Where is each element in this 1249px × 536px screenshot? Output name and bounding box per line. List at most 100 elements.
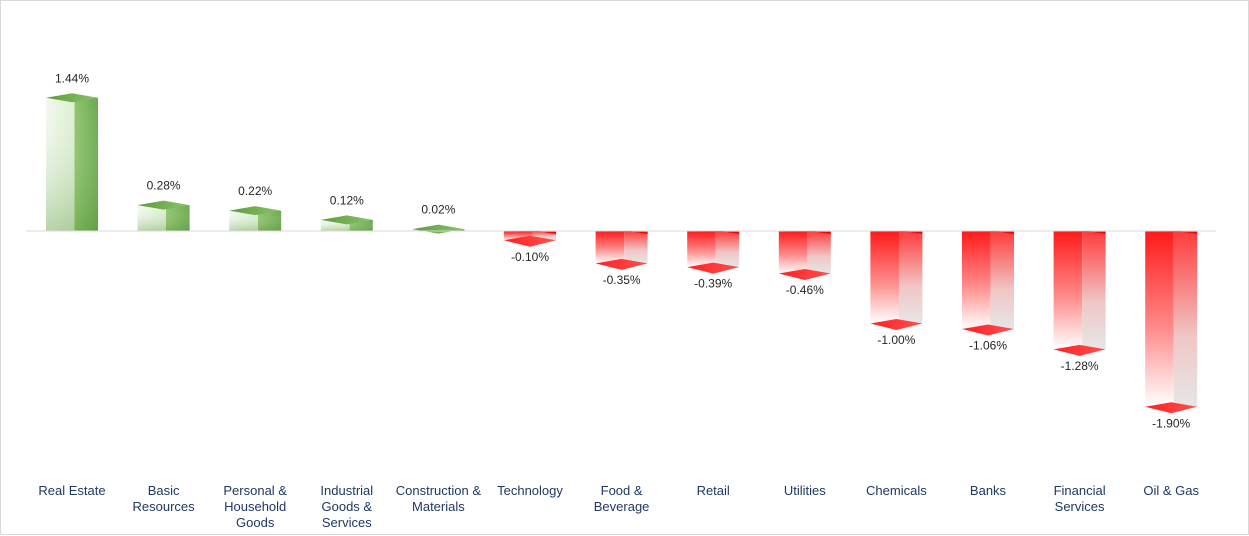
category-label-line: Retail [697,483,730,498]
data-label: -1.06% [969,339,1007,353]
category-label: Technology [497,483,563,498]
category-label-line: Services [322,515,372,530]
bar-side [715,231,740,268]
bar-cap [320,215,373,225]
category-label-line: Financial [1054,483,1106,498]
bar-side [1082,231,1106,350]
category-label-line: Personal & [223,483,287,498]
category-label-line: Basic [148,483,180,498]
data-label: 0.28% [147,179,181,193]
category-label: Financial Services [1054,483,1106,514]
data-label: 1.44% [55,71,89,85]
bar-cap [229,206,282,216]
category-label: Industrial Goods & Services [320,483,373,530]
bar-cap [46,93,98,103]
bar-cap [870,319,923,330]
category-label-line: Industrial [320,483,373,498]
bar-shade [46,97,98,231]
category-label-line: Goods & [322,499,373,514]
bar-5 [412,224,465,234]
bar-cap [962,324,1014,336]
bar-top [504,231,556,234]
category-label: Retail [697,483,730,498]
bar-6 [504,231,556,247]
category-label: Personal & Household Goods [223,483,287,530]
bar-9 [778,231,831,281]
category-label: Construction & Materials [396,483,482,514]
bar-front [870,231,899,324]
data-label: -1.90% [1152,416,1190,430]
category-label-line: Real Estate [38,483,105,498]
bar-11 [962,231,1014,336]
bar-side [899,231,923,324]
bar-shade [320,219,373,231]
data-label: -0.39% [694,277,732,291]
category-label: Food & Beverage [594,483,650,514]
bar-side [624,231,648,264]
bar-12 [1053,231,1106,356]
category-label-line: Services [1055,499,1105,514]
bar-cap [504,235,556,247]
bar-front [595,231,625,264]
bar-front [687,231,716,268]
category-label-line: Resources [133,499,196,514]
category-label-line: Oil & Gas [1143,483,1199,498]
bar-cap [412,224,465,234]
data-label: 0.12% [330,193,364,207]
data-label: -0.35% [603,273,641,287]
category-label-line: Materials [412,499,465,514]
bar-cap [687,262,740,274]
category-label-line: Banks [970,483,1007,498]
bar-side [990,231,1014,330]
bar-10 [870,231,923,330]
bar-top [687,231,740,234]
bar-top [870,231,923,234]
bar-cap [778,269,831,281]
bar-4 [320,215,373,231]
bar-top [595,231,648,234]
category-label-line: Construction & [396,483,482,498]
bar-13 [1145,231,1198,414]
bar-cap [137,200,190,210]
category-label-line: Technology [497,483,563,498]
bar-cap [1145,402,1198,414]
category-label-line: Utilities [784,483,826,498]
data-label: 0.02% [421,203,455,217]
bar-8 [687,231,740,274]
bar-shade [229,210,282,231]
category-label: Utilities [784,483,826,498]
category-label-line: Chemicals [866,483,927,498]
data-label: 0.22% [238,184,272,198]
category-label: Oil & Gas [1143,483,1199,498]
bar-front [962,231,991,330]
bar-front [504,231,533,241]
bar-top [962,231,1014,234]
bar-cap [1053,344,1106,356]
bar-2 [137,200,190,231]
bar-7 [595,231,648,270]
category-label-line: Household [224,499,286,514]
data-label: -1.00% [877,333,915,347]
bar-side [1173,231,1198,407]
bar-1 [46,93,98,231]
bar-3 [229,206,282,231]
category-label: Chemicals [866,483,927,498]
category-label: Banks [970,483,1007,498]
category-label-line: Food & [601,483,643,498]
bar-side [532,231,556,241]
bar-front [778,231,808,274]
category-label: Real Estate [38,483,105,498]
data-label: -0.46% [786,283,824,297]
bar-front [1053,231,1083,350]
bar-top [1053,231,1106,234]
bar-side [807,231,831,274]
category-label: Basic Resources [133,483,196,514]
category-label-line: Beverage [594,499,650,514]
data-label: -1.28% [1061,359,1099,373]
data-label: -0.10% [511,250,549,264]
bar-front [1145,231,1174,407]
bar-cap [595,258,648,270]
bar-top [778,231,831,234]
